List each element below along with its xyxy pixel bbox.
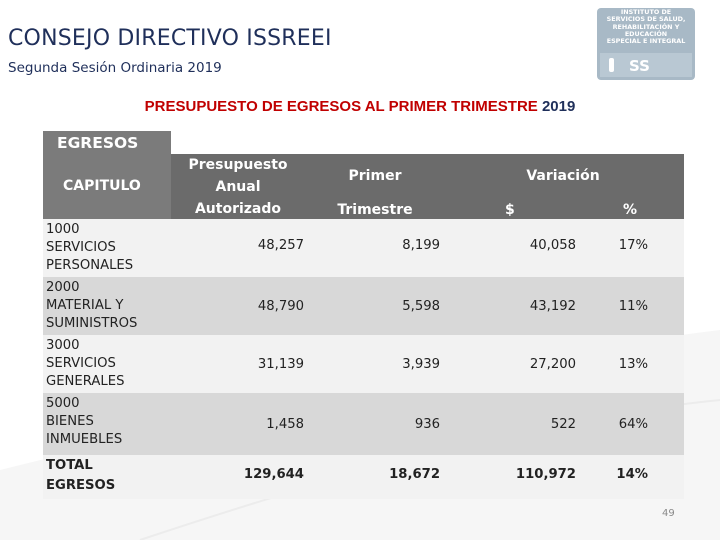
cell-variacion: 43,192 <box>529 299 576 314</box>
col-capitulo: CAPITULO <box>63 178 141 194</box>
budget-table: EGRESOS CAPITULO Presupuesto Anual Autor… <box>43 131 684 499</box>
col-trimestre: Trimestre <box>337 202 413 218</box>
table-row: 1000 SERVICIOS PERSONALES 48,257 8,199 4… <box>43 219 684 277</box>
col-pesos: $ <box>505 202 515 218</box>
row-code: 2000 <box>46 280 80 295</box>
logo-text: INSTITUTO DE SERVICIOS DE SALUD, REHABIL… <box>600 8 692 46</box>
table-tab-label: EGRESOS <box>57 134 139 152</box>
table-row: 3000 SERVICIOS GENERALES 31,139 3,939 27… <box>43 335 684 393</box>
heading-year: 2019 <box>541 98 576 115</box>
logo-mark: SS <box>629 57 650 75</box>
row-label: 3000 SERVICIOS GENERALES <box>46 337 176 391</box>
page-title: CONSEJO DIRECTIVO ISSREEI <box>8 26 332 51</box>
cell-trimestre: 8,199 <box>402 238 440 253</box>
cell-pct: 64% <box>618 417 648 432</box>
total-trimestre: 18,672 <box>389 467 440 482</box>
cell-pct: 17% <box>618 238 648 253</box>
row-code: 3000 <box>46 338 80 353</box>
col-pct: % <box>623 202 638 218</box>
col-variacion: Variación <box>526 168 600 184</box>
row-name-line: PERSONALES <box>46 258 134 273</box>
cell-trimestre: 5,598 <box>402 299 440 314</box>
total-label-line: TOTAL <box>46 458 93 473</box>
logo-line: EDUCACIÓN <box>624 29 668 38</box>
table-row: 2000 MATERIAL Y SUMINISTROS 48,790 5,598… <box>43 277 684 335</box>
row-name-line: MATERIAL Y <box>46 298 124 313</box>
row-name-line: SERVICIOS <box>46 240 116 255</box>
header-values-cell <box>171 154 684 219</box>
col-presupuesto-3: Autorizado <box>194 201 282 217</box>
total-label-line: EGRESOS <box>46 478 116 493</box>
cell-presupuesto: 48,790 <box>257 299 304 314</box>
page-subtitle: Segunda Sesión Ordinaria 2019 <box>8 60 222 76</box>
table-header: EGRESOS CAPITULO Presupuesto Anual Autor… <box>43 131 684 219</box>
row-name-line: SUMINISTROS <box>46 316 138 331</box>
row-name-line: INMUEBLES <box>46 432 123 447</box>
section-heading: PRESUPUESTO DE EGRESOS AL PRIMER TRIMEST… <box>0 98 720 115</box>
row-label: 5000 BIENES INMUEBLES <box>46 395 176 449</box>
heading-text: PRESUPUESTO DE EGRESOS AL PRIMER TRIMEST… <box>144 98 538 115</box>
cell-presupuesto: 31,139 <box>257 357 304 372</box>
logo-line: ESPECIAL E INTEGRAL <box>606 37 686 46</box>
cell-pct: 11% <box>618 299 648 314</box>
total-pct: 14% <box>616 467 648 482</box>
total-presupuesto: 129,644 <box>243 467 304 482</box>
row-code: 1000 <box>46 222 80 237</box>
col-primer: Primer <box>348 168 402 184</box>
row-label: 1000 SERVICIOS PERSONALES <box>46 221 176 275</box>
cell-pct: 13% <box>618 357 648 372</box>
logo-figure-icon <box>609 58 614 72</box>
cell-trimestre: 936 <box>414 417 440 432</box>
row-label: 2000 MATERIAL Y SUMINISTROS <box>46 279 176 333</box>
table-total-row: TOTAL EGRESOS 129,644 18,672 110,972 14% <box>43 455 684 499</box>
total-variacion: 110,972 <box>515 467 576 482</box>
logo-band <box>600 53 692 77</box>
logo-line: SERVICIOS DE SALUD, <box>606 15 686 24</box>
cell-variacion: 40,058 <box>529 238 576 253</box>
issreei-logo: INSTITUTO DE SERVICIOS DE SALUD, REHABIL… <box>597 8 695 80</box>
row-code: 5000 <box>46 396 80 411</box>
logo-line: REHABILITACIÓN Y <box>612 22 680 31</box>
header-capitulo-cell <box>43 131 171 219</box>
cell-presupuesto: 48,257 <box>257 238 304 253</box>
row-name-line: SERVICIOS <box>46 356 116 371</box>
logo-line: INSTITUTO DE <box>620 8 672 16</box>
col-presupuesto-2: Anual <box>215 179 261 195</box>
cell-variacion: 27,200 <box>529 357 576 372</box>
col-presupuesto-1: Presupuesto <box>188 157 288 173</box>
cell-trimestre: 3,939 <box>402 357 440 372</box>
cell-variacion: 522 <box>550 417 576 432</box>
row-name-line: GENERALES <box>46 374 125 389</box>
total-label: TOTAL EGRESOS <box>46 456 176 496</box>
page-number: 49 <box>662 508 675 519</box>
table-row: 5000 BIENES INMUEBLES 1,458 936 522 64% <box>43 393 684 455</box>
cell-presupuesto: 1,458 <box>266 417 304 432</box>
row-name-line: BIENES <box>46 414 94 429</box>
